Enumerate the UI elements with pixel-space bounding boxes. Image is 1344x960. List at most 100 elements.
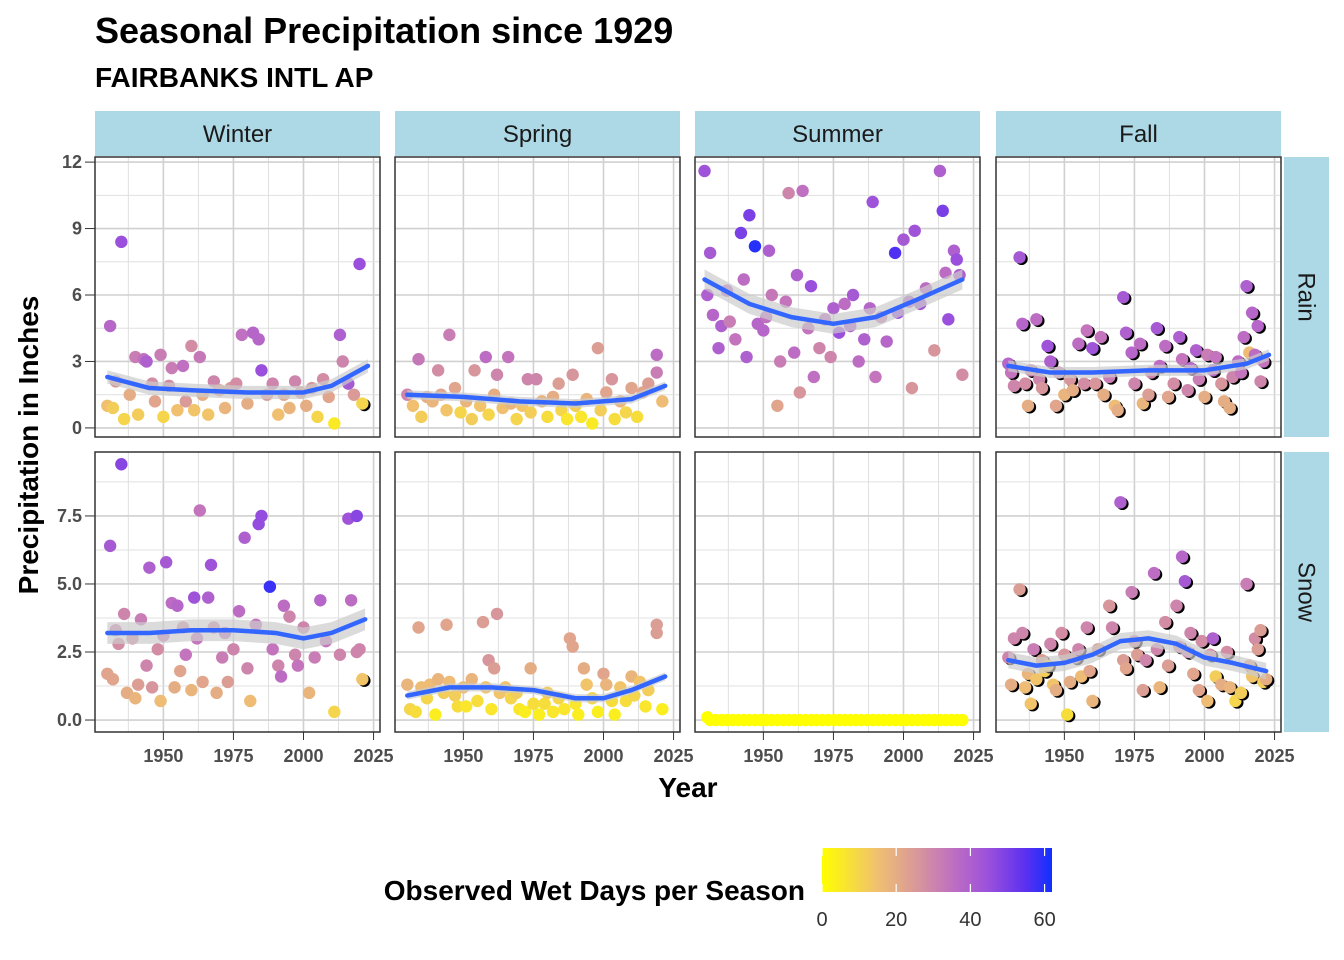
data-point [608, 412, 621, 426]
data-point [479, 350, 492, 364]
data-point [412, 621, 425, 634]
data-point [1159, 339, 1172, 353]
x-tick-label: 1975 [1114, 746, 1154, 766]
data-point [1111, 403, 1124, 417]
data-point [328, 705, 341, 719]
panel-border [94, 156, 381, 438]
data-point [300, 399, 313, 412]
panel-winter-rain [94, 156, 381, 438]
panel-border [694, 451, 981, 733]
data-point [235, 328, 249, 342]
data-point [1161, 390, 1175, 404]
data-point [140, 659, 153, 672]
data-point [1201, 694, 1214, 708]
panel-summer-snow [694, 451, 981, 733]
legend-tick-label: 40 [959, 909, 981, 931]
data-point [757, 324, 770, 337]
data-point [406, 399, 420, 412]
data-point [1086, 694, 1099, 708]
data-point [333, 648, 347, 661]
data-point [771, 399, 784, 412]
data-point [1142, 388, 1155, 401]
data-point [131, 408, 145, 421]
data-point [1044, 637, 1057, 651]
legend-tick-label: 60 [1033, 909, 1055, 931]
data-point [117, 607, 131, 621]
panel-fall-rain [995, 156, 1282, 438]
data-point [308, 651, 321, 664]
data-point [524, 406, 537, 419]
strip-winter [95, 111, 380, 156]
smooth-trend-line [405, 383, 668, 406]
data-point [1240, 577, 1253, 591]
data-point [706, 308, 720, 322]
data-point [630, 410, 644, 424]
data-point [103, 319, 117, 333]
data-point [897, 233, 910, 246]
data-point [566, 368, 579, 381]
y-tick-label: 0.0 [57, 710, 82, 730]
x-tick-label: 2025 [954, 746, 994, 766]
data-point [572, 708, 585, 721]
data-point [1161, 659, 1175, 672]
data-point [179, 648, 192, 661]
data-point [311, 410, 324, 424]
strip-spring [395, 111, 680, 156]
legend-tick-label: 0 [816, 909, 827, 931]
x-tick-label: 2000 [583, 746, 623, 766]
data-point [524, 662, 537, 675]
data-point [600, 678, 613, 691]
data-point [485, 702, 498, 716]
data-point [1159, 615, 1172, 629]
data-point [431, 673, 445, 686]
data-point [277, 599, 291, 612]
data-point [216, 651, 229, 664]
confidence-band [704, 269, 963, 334]
data-point [1004, 678, 1018, 691]
data-point [193, 350, 207, 364]
data-point [115, 458, 128, 471]
data-point [412, 353, 425, 366]
data-point [1049, 683, 1063, 697]
panel-spring-snow [394, 451, 681, 733]
data-point [1251, 319, 1264, 333]
data-point [1072, 337, 1085, 350]
data-point [482, 408, 495, 421]
y-axis-title: Precipitation in Inches [13, 296, 44, 595]
data-point [314, 594, 327, 607]
data-point [1013, 583, 1026, 596]
data-point [179, 395, 192, 408]
data-point [274, 670, 288, 683]
data-point [415, 410, 428, 424]
data-point [221, 675, 235, 689]
data-point [1080, 324, 1093, 337]
data-point [597, 667, 610, 680]
data-point [1125, 585, 1138, 599]
data-point [1016, 317, 1029, 331]
data-point [255, 364, 268, 377]
data-point [1187, 667, 1200, 680]
data-point [1175, 353, 1189, 366]
x-tick-label: 2000 [283, 746, 323, 766]
data-point [283, 401, 296, 415]
data-point [1013, 251, 1026, 264]
data-point [468, 364, 481, 377]
data-point [510, 412, 523, 426]
panel-winter-snow [94, 451, 381, 733]
data-point [1254, 375, 1267, 388]
data-point [1167, 377, 1180, 390]
data-point [928, 344, 941, 357]
facet-panels: Winter Spring Summer Fall Rain Snow 0 3 6 9 12 0.0 2… [57, 111, 1329, 766]
data-point [796, 184, 809, 198]
data-point [440, 403, 453, 417]
smooth-trend-line [105, 363, 371, 395]
smooth-trend-line [405, 674, 668, 701]
data-point [1195, 634, 1208, 648]
data-point [288, 648, 302, 661]
data-point [459, 700, 473, 713]
data-point [586, 417, 599, 430]
data-point [740, 350, 753, 364]
data-point [712, 341, 725, 355]
data-point [1189, 344, 1203, 357]
smooth-trend-line [702, 277, 965, 327]
